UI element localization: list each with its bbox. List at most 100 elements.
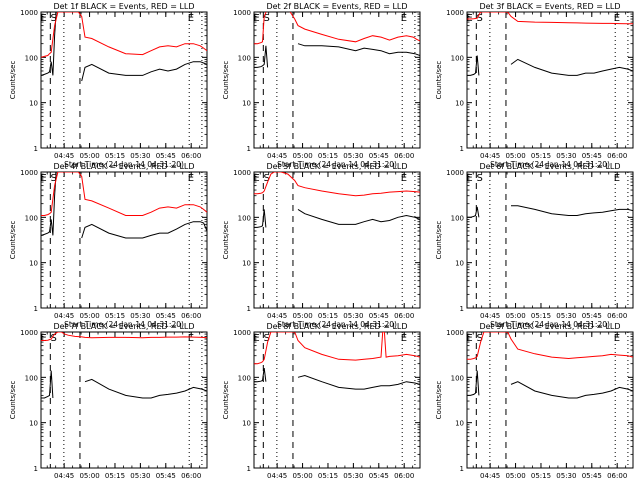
x-tick-label: 05:00 — [505, 472, 525, 480]
y-axis-label: Counts/sec — [9, 381, 17, 420]
y-tick-label: 100 — [238, 374, 251, 382]
x-axis-label: Start Time (24-Jan-14 04:31:20) — [64, 320, 184, 329]
events-series-line — [41, 370, 207, 399]
y-tick-label: 1 — [247, 305, 251, 313]
event-mark-label: E — [253, 13, 259, 24]
x-tick-label: 06:00 — [181, 472, 201, 480]
events-series-line — [254, 368, 420, 390]
events-series-line — [254, 43, 420, 68]
plot-frame — [40, 331, 208, 469]
x-tick-label: 06:00 — [394, 472, 414, 480]
x-tick-label: 05:15 — [531, 312, 551, 320]
detector-panel: Det 6f BLACK = Events, RED = LLD 1 10 100 10… — [435, 162, 634, 329]
y-tick-label: 10 — [29, 260, 38, 268]
panel-title: Det 2f BLACK = Events, RED = LLD — [266, 2, 407, 11]
y-axis-label: Counts/sec — [435, 61, 443, 100]
panel-title: Det 3f BLACK = Events, RED = LLD — [479, 2, 620, 11]
x-axis-label: Start Time (24-Jan-14 04:31:20) — [64, 160, 184, 169]
panel-title: Det 6f BLACK = Events, RED = LLD — [479, 162, 620, 171]
y-axis-label: Counts/sec — [222, 61, 230, 100]
x-tick-label: 05:00 — [79, 152, 99, 160]
y-tick-label: 100 — [25, 214, 38, 222]
plot-frame — [253, 11, 421, 149]
events-series-line — [467, 205, 633, 218]
x-tick-label: 05:15 — [318, 472, 338, 480]
x-tick-label: 05:30 — [556, 312, 576, 320]
event-mark-label: E — [401, 333, 407, 344]
x-tick-label: 04:45 — [480, 472, 500, 480]
panel-title: Det 5f BLACK = Events, RED = LLD — [266, 162, 407, 171]
events-series-line — [41, 12, 207, 82]
plot-frame — [40, 171, 208, 309]
y-tick-label: 10 — [455, 420, 464, 428]
lld-series-line — [467, 332, 633, 360]
detector-panel: Det 2f BLACK = Events, RED = LLD 1 10 100 10… — [222, 2, 421, 169]
plot-frame — [253, 171, 421, 309]
event-mark-label: E — [614, 13, 620, 24]
y-tick-label: 10 — [29, 100, 38, 108]
x-tick-label: 05:45 — [582, 472, 602, 480]
y-tick-label: 1 — [34, 145, 38, 153]
x-tick-label: 04:45 — [267, 312, 287, 320]
x-tick-label: 05:45 — [582, 152, 602, 160]
detector-panel: Det 7f BLACK = Events, RED = LLD 1 10 100 10… — [9, 322, 208, 480]
x-tick-label: 06:00 — [607, 472, 627, 480]
plot-frame — [40, 11, 208, 149]
x-tick-label: 05:30 — [556, 472, 576, 480]
events-series-line — [467, 370, 633, 399]
lld-series-line — [254, 12, 420, 45]
x-tick-label: 04:45 — [480, 152, 500, 160]
detector-panel: Det 3f BLACK = Events, RED = LLD 1 10 100 10… — [435, 2, 634, 169]
event-mark-label: E — [253, 333, 259, 344]
x-tick-label: 05:00 — [505, 312, 525, 320]
y-axis-label: Counts/sec — [222, 221, 230, 260]
y-tick-label: 1000 — [446, 9, 464, 17]
y-tick-label: 1000 — [233, 9, 251, 17]
x-tick-label: 05:45 — [369, 152, 389, 160]
event-mark-label: E — [188, 333, 194, 344]
x-tick-label: 05:00 — [505, 152, 525, 160]
y-tick-label: 10 — [29, 420, 38, 428]
lld-series-line — [467, 12, 633, 25]
x-tick-label: 04:45 — [267, 472, 287, 480]
x-tick-label: 05:45 — [369, 312, 389, 320]
panel-title: Det 8f BLACK = Events, RED = LLD — [266, 322, 407, 331]
x-axis-label: Start Time (24-Jan-14 04:31:20) — [277, 320, 397, 329]
events-series-line — [467, 55, 633, 76]
y-tick-label: 1000 — [233, 329, 251, 337]
x-tick-label: 05:15 — [105, 472, 125, 480]
event-mark-label: E — [614, 173, 620, 184]
x-tick-label: 05:45 — [156, 312, 176, 320]
x-tick-label: 05:30 — [343, 472, 363, 480]
plot-frame — [253, 331, 421, 469]
x-tick-label: 05:00 — [79, 312, 99, 320]
y-axis-label: Counts/sec — [222, 381, 230, 420]
panel-title: Det 1f BLACK = Events, RED = LLD — [53, 2, 194, 11]
event-mark-label: S — [477, 333, 483, 344]
lld-series-line — [41, 172, 207, 216]
y-tick-label: 1000 — [20, 169, 38, 177]
x-tick-label: 05:00 — [292, 152, 312, 160]
event-mark-label: S — [51, 333, 57, 344]
y-tick-label: 1 — [34, 465, 38, 473]
event-mark-label: E — [466, 173, 472, 184]
y-tick-label: 1 — [460, 145, 464, 153]
x-tick-label: 05:00 — [292, 472, 312, 480]
y-tick-label: 1 — [460, 305, 464, 313]
x-tick-label: 05:15 — [105, 152, 125, 160]
x-tick-label: 05:30 — [130, 472, 150, 480]
y-axis-label: Counts/sec — [435, 221, 443, 260]
event-mark-label: E — [614, 333, 620, 344]
y-axis-label: Counts/sec — [9, 221, 17, 260]
detector-panel: Det 9f BLACK = Events, RED = LLD 1 10 100 10… — [435, 322, 634, 480]
x-axis-label: Start Time (24-Jan-14 04:31:20) — [277, 160, 397, 169]
y-tick-label: 100 — [25, 374, 38, 382]
y-tick-label: 1 — [460, 465, 464, 473]
event-mark-label: E — [40, 13, 46, 24]
y-tick-label: 1000 — [446, 169, 464, 177]
x-tick-label: 05:30 — [343, 312, 363, 320]
event-mark-label: E — [401, 13, 407, 24]
x-tick-label: 04:45 — [480, 312, 500, 320]
x-tick-label: 05:30 — [130, 312, 150, 320]
x-tick-label: 05:30 — [556, 152, 576, 160]
